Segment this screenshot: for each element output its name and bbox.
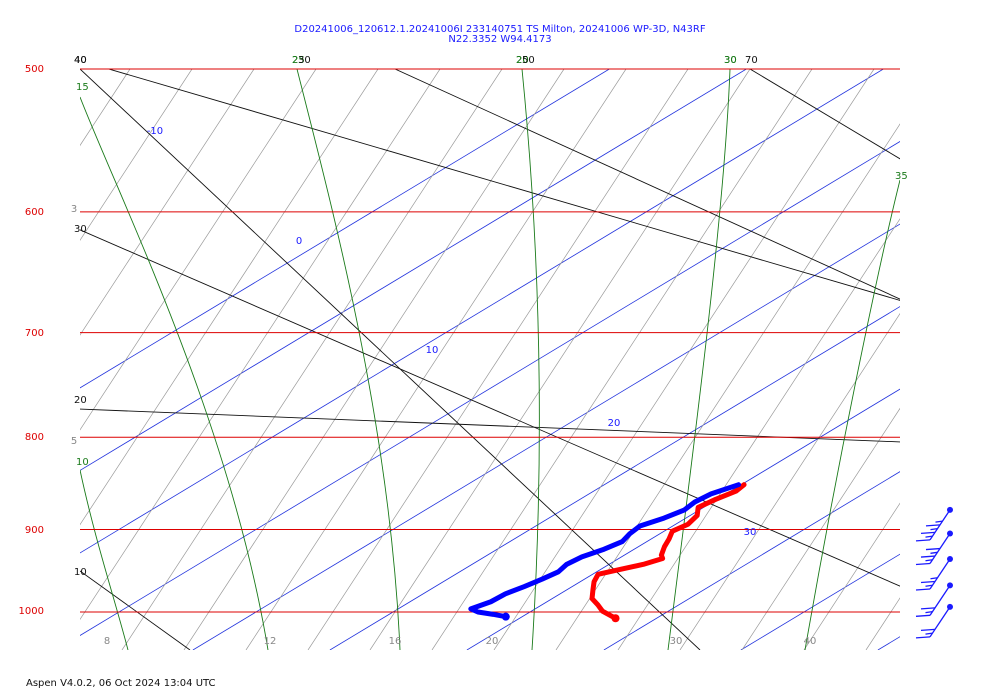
temperature-profile-line xyxy=(589,482,747,621)
software-version-footer: Aspen V4.0.2, 06 Oct 2024 13:04 UTC xyxy=(26,678,216,689)
mixing-ratio-line xyxy=(555,123,900,650)
mixing-ratio-line xyxy=(679,312,900,650)
dry-adiabat-line xyxy=(80,408,900,443)
pressure-tick-label: 800 xyxy=(25,432,44,443)
wind-barb xyxy=(915,506,953,542)
moist-adiabat-label: 30 xyxy=(724,55,737,66)
dry-adiabat-label: 40 xyxy=(74,55,87,66)
isotherm-line xyxy=(329,306,900,650)
mixing-ratio-line xyxy=(121,69,503,650)
wind-barb xyxy=(915,582,953,617)
moist-adiabat-line xyxy=(80,96,269,650)
moist-adiabat-label: 15 xyxy=(76,82,89,93)
mixing-ratio-line xyxy=(80,69,255,336)
moist-adiabat-line xyxy=(804,179,900,650)
isotherm-line xyxy=(603,471,900,650)
mixing-ratio-line xyxy=(80,69,317,431)
isotherm-label: -10 xyxy=(147,126,163,137)
mixing-ratio-line xyxy=(80,69,131,147)
top-axis-label: 50 xyxy=(522,55,535,66)
temperature-tick-label: 40 xyxy=(804,636,817,647)
mixing-ratio-line xyxy=(928,69,1000,650)
dry-adiabat-line xyxy=(749,69,900,160)
moist-adiabat-label: 10 xyxy=(76,457,89,468)
mixing-ratio-line xyxy=(80,69,193,241)
isotherm-line xyxy=(80,69,610,389)
mixing-ratio-line xyxy=(307,69,689,650)
dry-adiabat-label: 20 xyxy=(74,395,87,406)
chart-subtitle: N22.3352 W94.4173 xyxy=(448,34,552,45)
temperature-profile-line-endpoint xyxy=(611,614,620,623)
mixing-ratio-line xyxy=(990,69,1000,650)
top-axis-label: 70 xyxy=(745,55,758,66)
moist-adiabat-line xyxy=(667,69,731,650)
mixing-ratio-label: 3 xyxy=(71,204,77,215)
temperature-tick-label: 16 xyxy=(389,636,402,647)
moist-adiabat-label: 35 xyxy=(895,171,908,182)
temperature-tick-label: 12 xyxy=(264,636,277,647)
mixing-ratio-line xyxy=(80,69,441,621)
dry-adiabat-line xyxy=(80,229,900,587)
chart-title: D20241006_120612.1.20241006I 233140751 T… xyxy=(294,24,706,35)
pressure-tick-label: 500 xyxy=(25,64,44,75)
mixing-ratio-line xyxy=(183,69,565,650)
temperature-tick-label: 8 xyxy=(104,636,110,647)
moist-adiabat-label: 25 xyxy=(292,55,305,66)
dry-adiabat-label: 30 xyxy=(74,224,87,235)
mixing-ratio-line xyxy=(0,69,68,650)
isotherm-line xyxy=(466,388,900,650)
mixing-ratio-line xyxy=(741,407,900,650)
mixing-ratio-line xyxy=(369,69,751,650)
mixing-ratio-line xyxy=(493,69,875,650)
mixing-ratio-line xyxy=(80,69,379,526)
mixing-ratio-label: 5 xyxy=(71,436,77,447)
moist-adiabat-line xyxy=(521,69,540,650)
dry-adiabat-line xyxy=(80,570,191,650)
top-axis-label: 30 xyxy=(298,55,311,66)
moist-adiabat-label: 20 xyxy=(516,55,529,66)
mixing-ratio-line xyxy=(245,69,627,650)
wind-barb xyxy=(915,530,953,566)
pressure-tick-label: 600 xyxy=(25,207,44,218)
mixing-ratio-line xyxy=(0,69,6,650)
mixing-ratio-line xyxy=(617,218,900,650)
dry-adiabat-line xyxy=(394,69,900,300)
pressure-tick-label: 900 xyxy=(25,525,44,536)
dewpoint-profile-line xyxy=(468,482,742,620)
isotherm-label: 10 xyxy=(426,345,439,356)
isotherm-line xyxy=(80,69,747,471)
top-axis-label: 40 xyxy=(74,55,87,66)
mixing-ratio-line xyxy=(803,502,900,650)
dry-adiabat-line xyxy=(80,69,701,650)
isotherm-line xyxy=(80,141,900,636)
moist-adiabat-line xyxy=(80,469,129,650)
isotherm-line xyxy=(192,223,900,650)
dry-adiabat-label: 10 xyxy=(74,567,87,578)
isotherm-line xyxy=(80,69,884,554)
pressure-tick-label: 700 xyxy=(25,328,44,339)
isotherm-label: 30 xyxy=(744,527,757,538)
diagram-grid xyxy=(0,69,1000,650)
temperature-tick-label: 30 xyxy=(670,636,683,647)
isotherm-label: 0 xyxy=(296,236,302,247)
mixing-ratio-line xyxy=(431,69,813,650)
pressure-tick-label: 1000 xyxy=(19,606,44,617)
isotherm-line xyxy=(740,553,900,650)
temperature-tick-label: 20 xyxy=(486,636,499,647)
top-axis-label: 20 xyxy=(516,55,529,66)
isotherm-label: 20 xyxy=(608,418,621,429)
dewpoint-profile-line-endpoint xyxy=(501,612,510,621)
wind-barb xyxy=(915,603,953,639)
top-axis-label: 30 xyxy=(724,55,737,66)
dry-adiabat-line xyxy=(107,69,900,301)
moist-adiabat-line xyxy=(296,69,401,650)
wind-barb xyxy=(915,556,953,591)
top-axis-label: 25 xyxy=(292,55,305,66)
